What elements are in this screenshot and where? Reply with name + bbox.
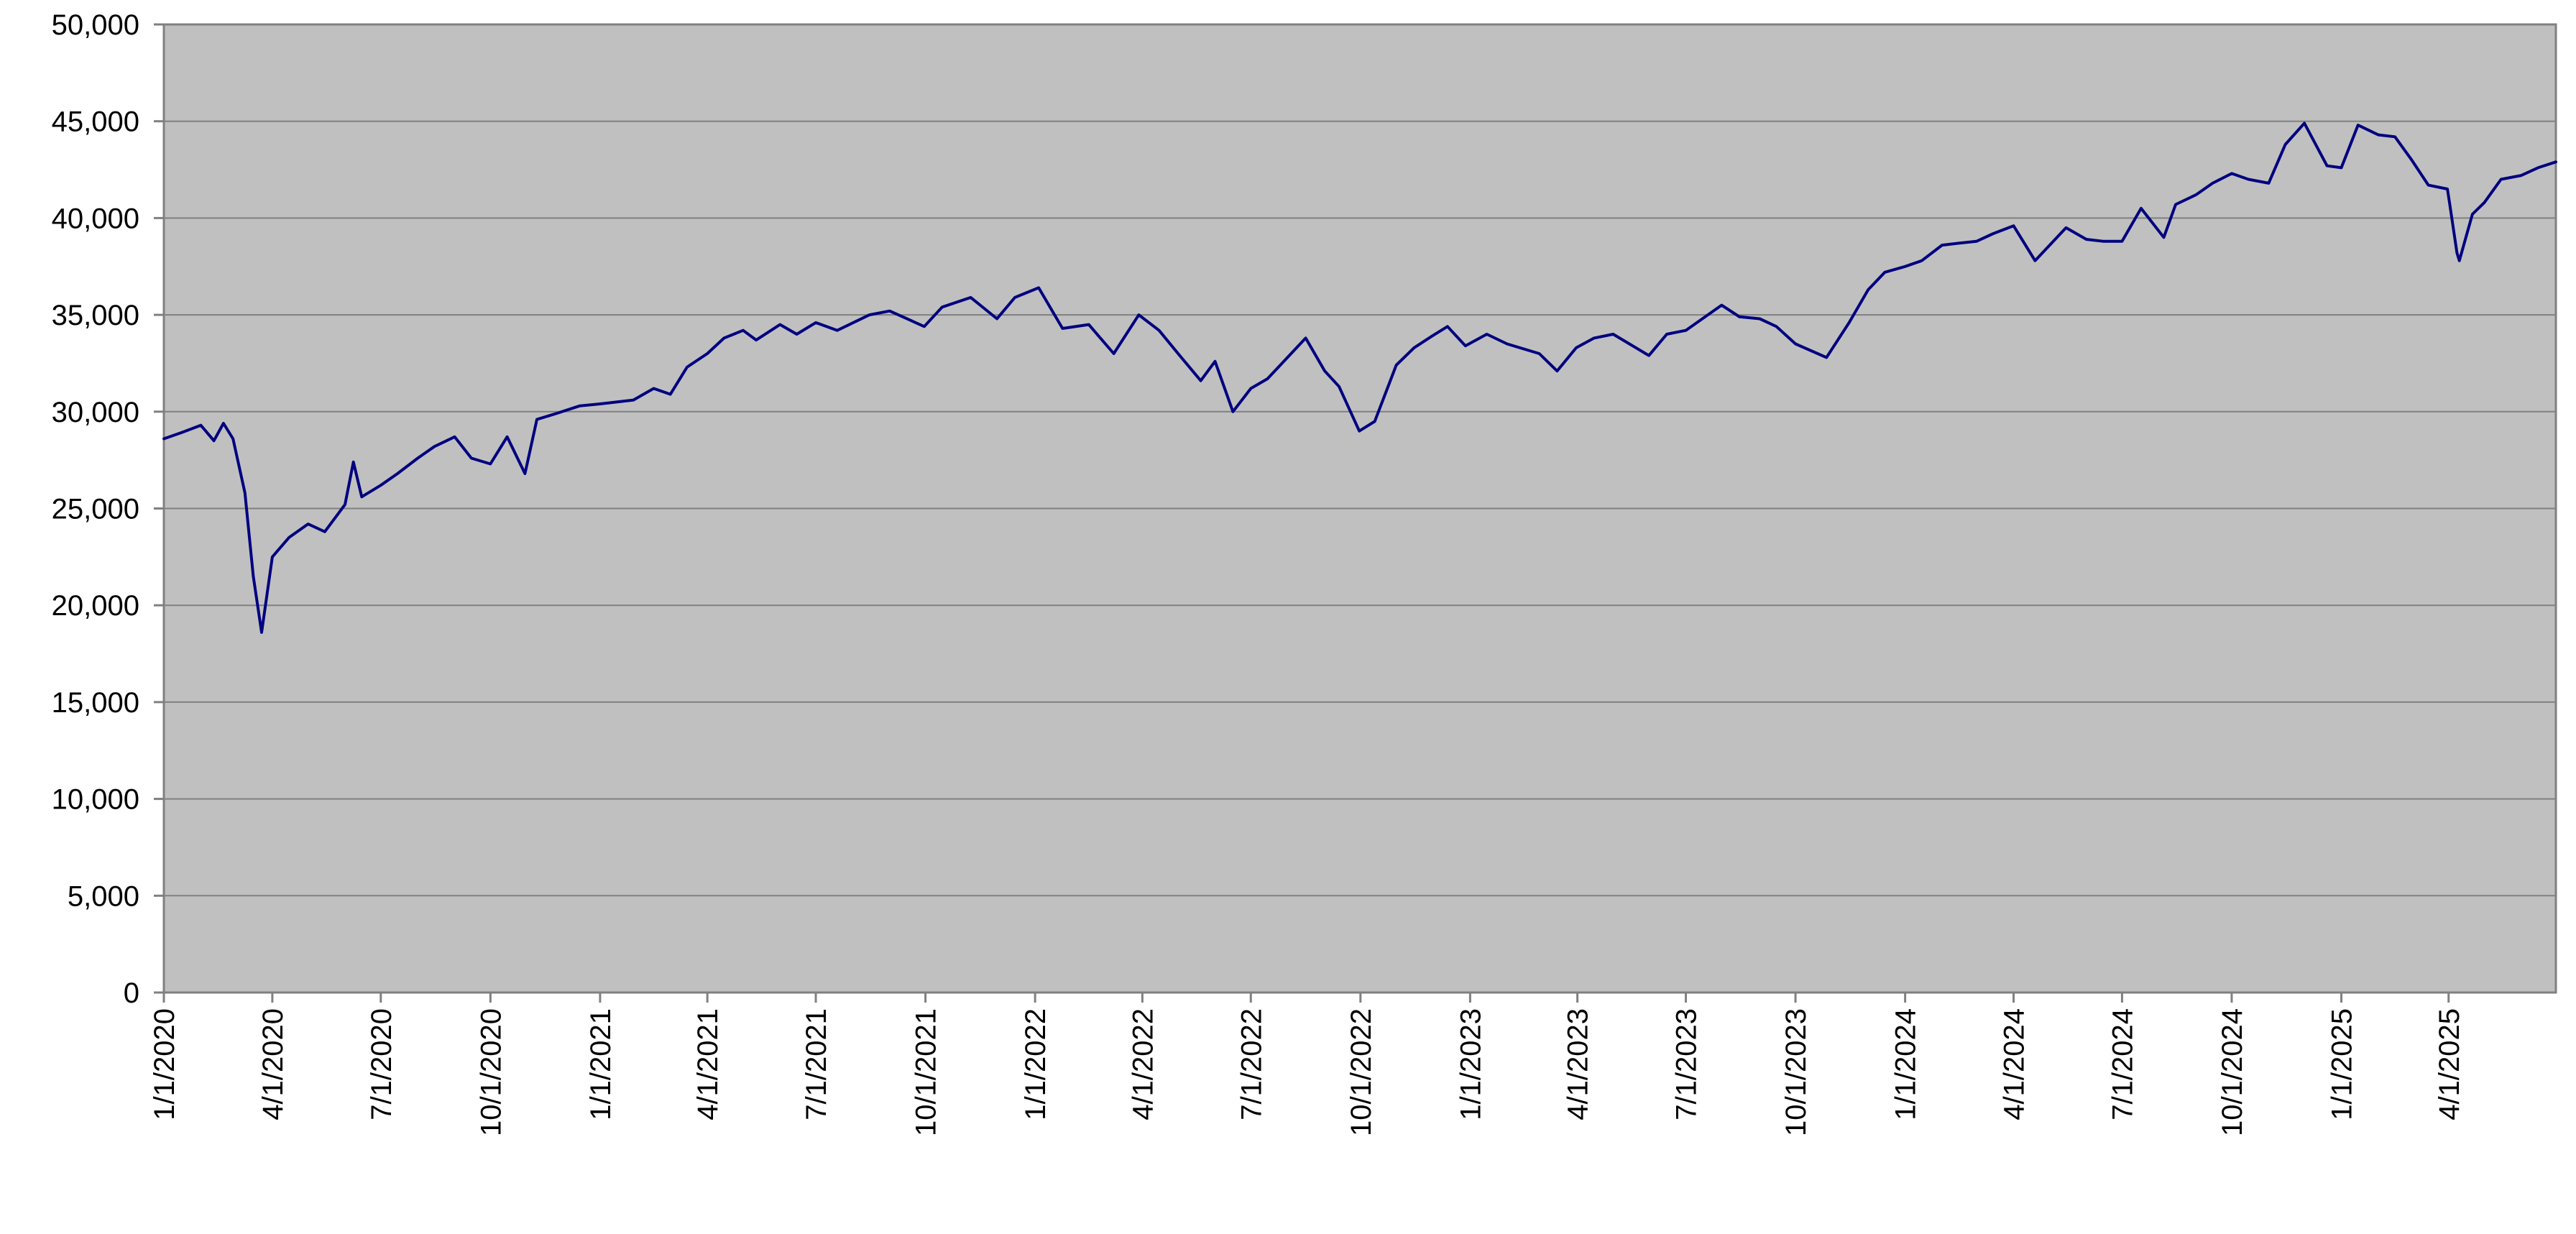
y-tick-label: 35,000: [52, 300, 139, 331]
x-tick-label: 1/1/2025: [2327, 1008, 2358, 1120]
y-tick-label: 0: [124, 977, 139, 1009]
x-tick-label: 1/1/2021: [585, 1008, 617, 1120]
y-tick-label: 20,000: [52, 590, 139, 622]
x-tick-label: 4/1/2022: [1127, 1008, 1159, 1120]
y-tick-label: 45,000: [52, 106, 139, 138]
x-tick-label: 4/1/2021: [692, 1008, 724, 1120]
x-tick-label: 1/1/2023: [1455, 1008, 1486, 1120]
x-tick-label: 4/1/2024: [1999, 1008, 2030, 1120]
x-tick-label: 4/1/2023: [1563, 1008, 1594, 1120]
x-tick-label: 10/1/2020: [475, 1008, 507, 1136]
y-tick-label: 15,000: [52, 687, 139, 719]
x-axis: 1/1/2020 4/1/2020 7/1/2020 10/1/2020 1/1/202…: [149, 991, 2556, 1136]
x-tick-label: 7/1/2022: [1236, 1008, 1267, 1120]
series-line: [162, 121, 2557, 634]
x-tick-label: 4/1/2020: [257, 1008, 289, 1120]
x-tick-label: 7/1/2023: [1671, 1008, 1703, 1120]
x-tick-label: 10/1/2022: [1346, 1008, 1377, 1136]
x-tick-label: 7/1/2021: [801, 1008, 832, 1120]
y-tick-label: 25,000: [52, 494, 139, 525]
x-tick-label: 7/1/2020: [366, 1008, 397, 1120]
x-tick-label: 10/1/2021: [911, 1008, 942, 1136]
x-tick-label: 4/1/2025: [2434, 1008, 2465, 1120]
y-tick-label: 30,000: [52, 397, 139, 428]
x-tick-label: 10/1/2024: [2217, 1008, 2248, 1136]
x-tick-label: 1/1/2020: [149, 1008, 180, 1120]
y-tick-label: 10,000: [52, 784, 139, 816]
y-tick-label: 5,000: [68, 880, 139, 912]
x-tick-label: 1/1/2022: [1020, 1008, 1052, 1120]
y-tick-label: 40,000: [52, 203, 139, 234]
x-tick-label: 7/1/2024: [2107, 1008, 2138, 1120]
y-axis: 0 5,000 10,000 15,000 20,000 25,000 30,000 35,0…: [52, 9, 165, 1009]
gridlines: [164, 120, 2556, 897]
y-tick-label: 50,000: [52, 9, 139, 41]
x-tick-label: 10/1/2023: [1780, 1008, 1812, 1136]
x-tick-label: 1/1/2024: [1890, 1008, 1922, 1120]
